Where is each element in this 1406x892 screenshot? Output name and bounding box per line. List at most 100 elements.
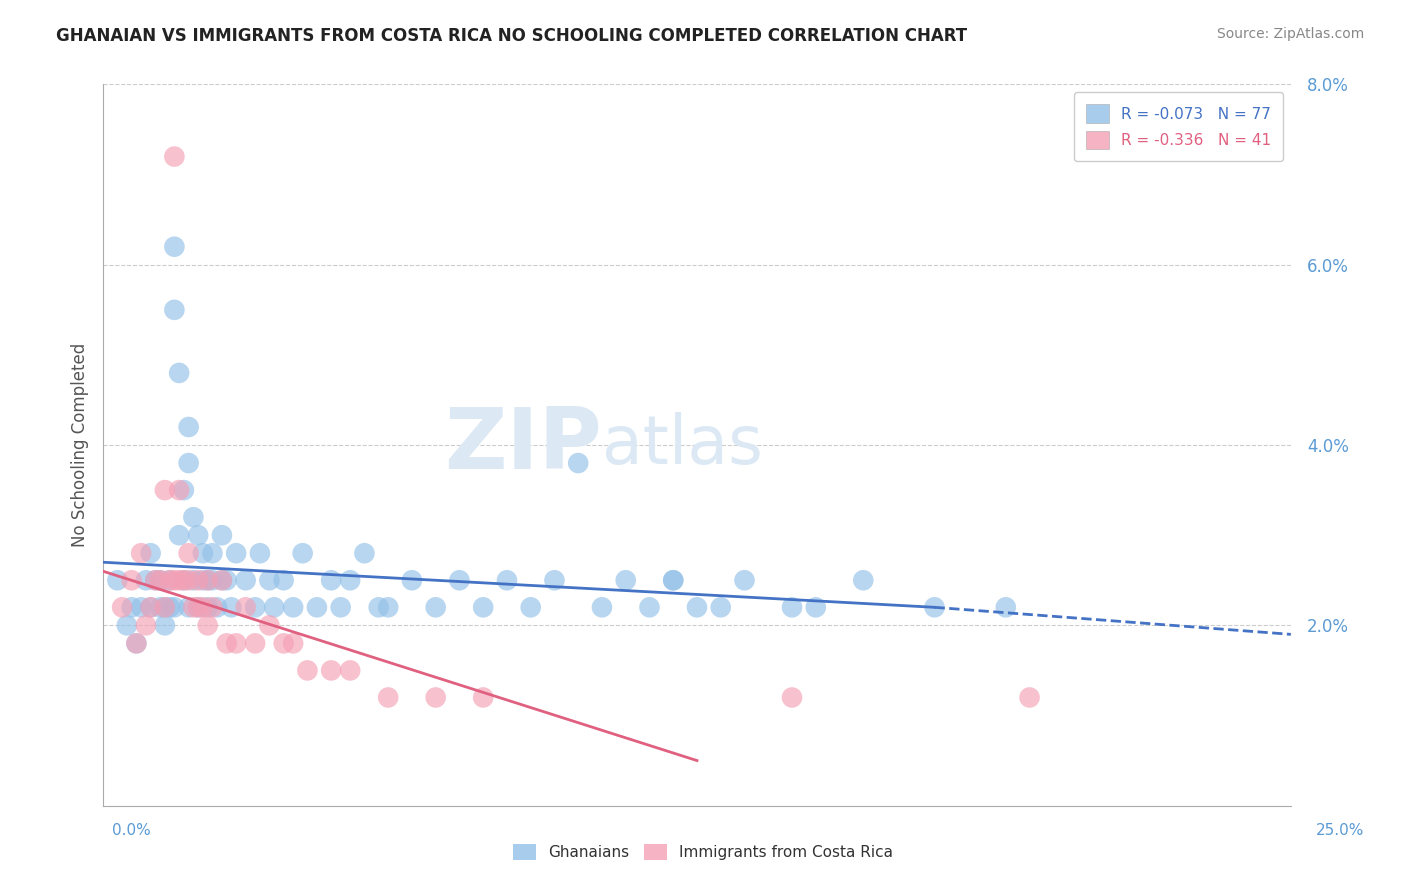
Point [329, 600, 352, 615]
Point [297, 664, 319, 678]
Point [125, 636, 148, 650]
Point [167, 528, 190, 542]
Point [191, 546, 214, 560]
Point [249, 546, 271, 560]
Point [183, 510, 205, 524]
Point [153, 483, 176, 497]
Point [163, 302, 186, 317]
Point [638, 600, 661, 615]
Point [135, 618, 157, 632]
Point [225, 546, 247, 560]
Point [662, 574, 685, 588]
Point [105, 574, 128, 588]
Text: GHANAIAN VS IMMIGRANTS FROM COSTA RICA NO SCHOOLING COMPLETED CORRELATION CHART: GHANAIAN VS IMMIGRANTS FROM COSTA RICA N… [56, 27, 967, 45]
Point [259, 618, 281, 632]
Point [472, 600, 495, 615]
Text: Source: ZipAtlas.com: Source: ZipAtlas.com [1216, 27, 1364, 41]
Point [197, 574, 219, 588]
Point [994, 600, 1017, 615]
Point [211, 574, 233, 588]
Text: 25.0%: 25.0% [1316, 823, 1364, 838]
Point [173, 483, 195, 497]
Text: ZIP: ZIP [444, 403, 602, 486]
Point [159, 600, 181, 615]
Point [377, 600, 399, 615]
Point [163, 240, 186, 254]
Point [167, 574, 190, 588]
Point [734, 574, 756, 588]
Point [339, 574, 361, 588]
Point [215, 574, 238, 588]
Point [153, 600, 176, 615]
Point [187, 600, 209, 615]
Point [449, 574, 471, 588]
Point [519, 600, 541, 615]
Point [235, 574, 257, 588]
Point [591, 600, 613, 615]
Point [187, 574, 209, 588]
Point [115, 618, 138, 632]
Point [197, 574, 219, 588]
Point [183, 574, 205, 588]
Point [924, 600, 946, 615]
Point [139, 600, 162, 615]
Point [662, 574, 685, 588]
Point [191, 574, 214, 588]
Point [221, 600, 243, 615]
Point [401, 574, 423, 588]
Point [201, 546, 224, 560]
Point [243, 636, 266, 650]
Point [201, 600, 224, 615]
Point [197, 618, 219, 632]
Point [177, 574, 200, 588]
Point [125, 636, 148, 650]
Text: atlas: atlas [602, 412, 763, 478]
Point [543, 574, 565, 588]
Point [111, 600, 134, 615]
Point [235, 600, 257, 615]
Point [159, 574, 181, 588]
Point [367, 600, 389, 615]
Point [129, 546, 152, 560]
Point [225, 636, 247, 650]
Point [191, 600, 214, 615]
Point [163, 574, 186, 588]
Point [614, 574, 637, 588]
Point [211, 528, 233, 542]
Point [173, 574, 195, 588]
Point [145, 574, 167, 588]
Point [211, 574, 233, 588]
Point [243, 600, 266, 615]
Point [205, 600, 228, 615]
Legend: Ghanaians, Immigrants from Costa Rica: Ghanaians, Immigrants from Costa Rica [506, 838, 900, 866]
Legend: R = -0.073   N = 77, R = -0.336   N = 41: R = -0.073 N = 77, R = -0.336 N = 41 [1074, 92, 1284, 161]
Point [149, 574, 172, 588]
Point [187, 528, 209, 542]
Point [177, 600, 200, 615]
Point [353, 546, 375, 560]
Point [187, 600, 209, 615]
Point [273, 574, 295, 588]
Point [121, 600, 143, 615]
Point [163, 150, 186, 164]
Point [263, 600, 285, 615]
Point [153, 618, 176, 632]
Point [149, 574, 172, 588]
Point [377, 690, 399, 705]
Point [139, 546, 162, 560]
Point [145, 574, 167, 588]
Point [177, 546, 200, 560]
Point [149, 600, 172, 615]
Point [321, 664, 343, 678]
Point [215, 636, 238, 650]
Point [139, 600, 162, 615]
Point [472, 690, 495, 705]
Point [686, 600, 709, 615]
Point [153, 600, 176, 615]
Point [567, 456, 589, 470]
Point [159, 574, 181, 588]
Point [121, 574, 143, 588]
Point [197, 600, 219, 615]
Point [167, 366, 190, 380]
Point [163, 600, 186, 615]
